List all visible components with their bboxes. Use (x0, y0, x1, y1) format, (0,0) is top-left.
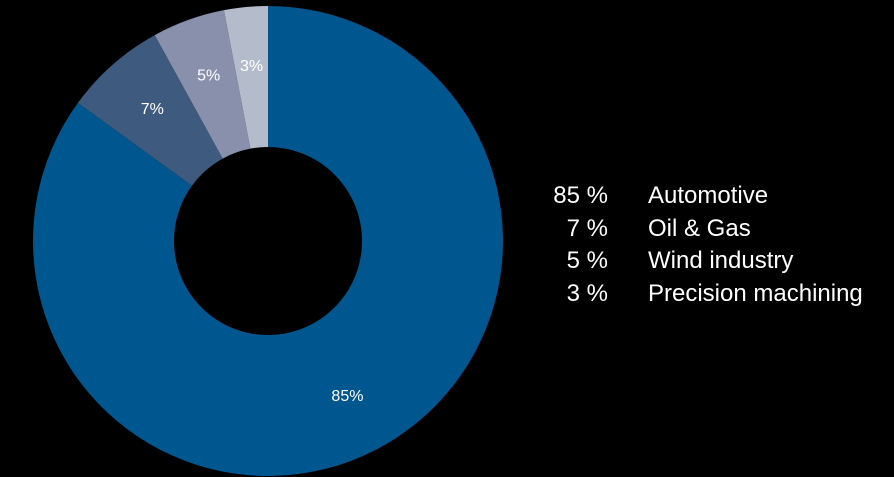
legend-label: Oil & Gas (648, 214, 751, 242)
slice-label-automotive: 85% (331, 388, 363, 405)
legend-item-wind-industry: 5 % Wind industry (536, 245, 863, 278)
legend-item-precision-machining: 3 % Precision machining (536, 278, 863, 311)
slice-label-oil-gas: 7% (141, 101, 164, 118)
slice-automotive (32, 6, 504, 477)
slice-wind-industry (154, 10, 251, 159)
legend-item-automotive: 85 % Automotive (536, 180, 863, 213)
slice-label-precision-machining: 3% (240, 58, 263, 75)
slice-precision-machining (223, 6, 268, 149)
legend-value: 7 % (566, 214, 608, 242)
slice-oil-gas (77, 35, 223, 186)
legend-value: 85 % (553, 182, 608, 209)
donut-chart: 85% 7% 5% 3% (32, 6, 504, 477)
legend-item-oil-gas: 7 % Oil & Gas (536, 213, 863, 246)
legend-value: 5 % (566, 247, 608, 274)
legend: 85 % Automotive 7 % Oil & Gas 5 % Wind i… (536, 180, 863, 311)
slice-label-wind-industry: 5% (197, 68, 220, 85)
legend-label: Precision machining (648, 279, 863, 307)
legend-label: Automotive (648, 182, 769, 209)
legend-label: Wind industry (648, 247, 794, 274)
legend-value: 3 % (566, 279, 608, 307)
